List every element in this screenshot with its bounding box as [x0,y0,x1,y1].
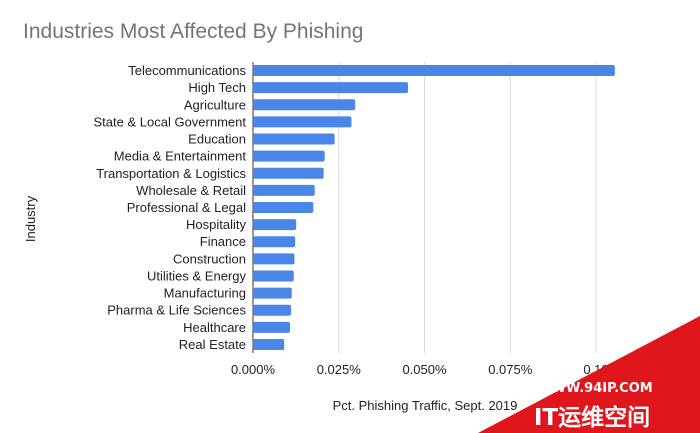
category-label: Telecommunications [128,63,246,78]
x-tick-labels: 0.000% 0.025% 0.050% 0.075% 0.10 [231,362,609,377]
category-label: Wholesale & Retail [136,183,246,198]
x-tick-label: 0.075% [488,362,533,377]
category-label: Hospitality [186,217,246,232]
bar [253,184,315,196]
x-tick-label: 0.10 [583,362,608,377]
chart-title: Industries Most Affected By Phishing [23,20,364,43]
category-label: Construction [173,251,246,266]
bars [253,65,615,350]
y-axis-title: Industry [23,195,38,242]
category-label: Pharma & Life Sciences [107,303,246,318]
category-label: Professional & Legal [127,200,246,215]
x-tick-label: 0.025% [317,362,362,377]
bar [253,150,325,162]
category-label: Education [188,132,246,147]
bar [253,99,356,111]
category-label: Finance [200,234,246,249]
category-label: Manufacturing [164,286,246,301]
x-tick-label: 0.050% [402,362,447,377]
x-axis-title: Pct. Phishing Traffic, Sept. 2019 [333,398,518,413]
category-label: High Tech [188,80,246,95]
category-label: Media & Entertainment [114,149,247,164]
bar [253,304,292,316]
category-label: Utilities & Energy [147,268,246,283]
bar [253,82,409,94]
bar [253,287,292,299]
bar [253,133,335,145]
bar [253,253,295,265]
category-label: Healthcare [183,320,246,335]
bar [253,167,324,179]
bar [253,270,294,282]
bar [253,219,297,231]
bar [253,116,352,128]
category-label: State & Local Government [94,114,247,129]
bar [253,202,314,213]
bar [253,338,285,350]
bar [253,236,296,248]
category-label: Real Estate [179,337,246,352]
bar [253,321,291,333]
category-label: Agriculture [184,97,246,112]
x-tick-label: 0.000% [231,362,276,377]
bar [253,65,615,77]
category-label: Transportation & Logistics [96,166,246,181]
category-labels: Telecommunications High Tech Agriculture St… [94,63,247,352]
